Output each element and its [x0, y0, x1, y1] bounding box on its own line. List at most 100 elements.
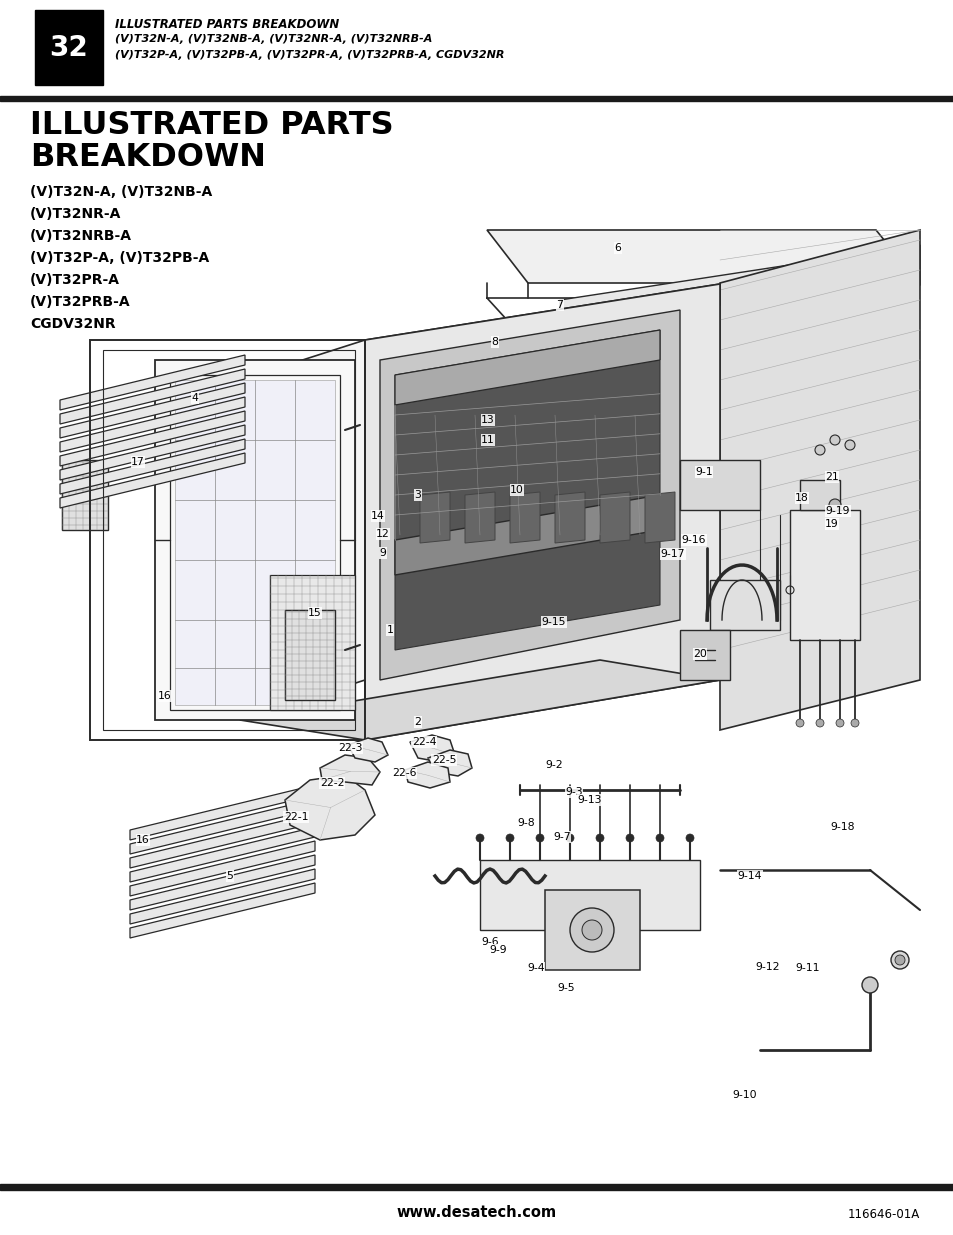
Circle shape [894, 955, 904, 965]
Text: (V)T32N-A, (V)T32NB-A: (V)T32N-A, (V)T32NB-A [30, 185, 212, 199]
Text: 9-11: 9-11 [795, 963, 820, 973]
Text: 13: 13 [480, 415, 495, 425]
Circle shape [505, 834, 514, 842]
Circle shape [565, 834, 574, 842]
Text: 32: 32 [50, 33, 89, 62]
Bar [0, 1184, 953, 1191]
Circle shape [685, 834, 693, 842]
Text: 9-4: 9-4 [527, 963, 544, 973]
Polygon shape [679, 630, 729, 680]
Text: 9: 9 [379, 548, 386, 558]
Polygon shape [62, 459, 108, 530]
Circle shape [625, 834, 634, 842]
Polygon shape [679, 459, 760, 510]
Text: 9-9: 9-9 [489, 945, 506, 955]
Text: 11: 11 [480, 435, 495, 445]
Text: (V)T32PR-A: (V)T32PR-A [30, 273, 120, 287]
Text: 9-1: 9-1 [695, 467, 712, 477]
Polygon shape [486, 230, 918, 283]
Polygon shape [130, 785, 314, 840]
Text: 16: 16 [158, 692, 172, 701]
Polygon shape [60, 354, 245, 410]
Text: 21: 21 [824, 472, 838, 482]
Text: 9-16: 9-16 [681, 535, 705, 545]
Polygon shape [130, 883, 314, 939]
Text: 116646-01A: 116646-01A [847, 1208, 919, 1221]
Text: 7: 7 [556, 300, 563, 310]
Polygon shape [559, 245, 919, 340]
Text: 9-19: 9-19 [825, 506, 849, 516]
Bar [0, 96, 953, 101]
Text: www.desatech.com: www.desatech.com [396, 1205, 557, 1220]
Polygon shape [319, 755, 379, 785]
Polygon shape [405, 762, 450, 788]
Polygon shape [154, 359, 355, 720]
Polygon shape [60, 383, 245, 438]
Text: 9-2: 9-2 [544, 760, 562, 769]
Text: 9-3: 9-3 [564, 787, 582, 797]
Text: ILLUSTRATED PARTS: ILLUSTRATED PARTS [30, 110, 394, 141]
Polygon shape [130, 869, 314, 924]
Circle shape [656, 834, 663, 842]
Polygon shape [60, 453, 245, 508]
Polygon shape [365, 284, 720, 740]
Circle shape [581, 920, 601, 940]
Text: 9-6: 9-6 [480, 937, 498, 947]
Bar [35, 10, 103, 85]
Text: 10: 10 [510, 485, 523, 495]
Text: 9-10: 9-10 [732, 1091, 757, 1100]
Text: 19: 19 [824, 519, 838, 529]
Circle shape [890, 951, 908, 969]
Polygon shape [60, 411, 245, 466]
Text: 22-6: 22-6 [392, 768, 416, 778]
Circle shape [815, 719, 823, 727]
Polygon shape [285, 610, 335, 700]
Text: (V)T32PRB-A: (V)T32PRB-A [30, 295, 131, 309]
Text: 22-4: 22-4 [412, 737, 436, 747]
Text: BREAKDOWN: BREAKDOWN [30, 142, 266, 173]
Text: 22-5: 22-5 [432, 755, 456, 764]
Text: 8: 8 [491, 337, 497, 347]
Circle shape [569, 908, 614, 952]
Text: 9-8: 9-8 [517, 818, 535, 827]
Text: 9-17: 9-17 [660, 550, 684, 559]
Text: 9-13: 9-13 [578, 795, 601, 805]
Text: ILLUSTRATED PARTS BREAKDOWN: ILLUSTRATED PARTS BREAKDOWN [115, 19, 339, 31]
Polygon shape [60, 369, 245, 424]
Circle shape [835, 719, 843, 727]
Polygon shape [479, 860, 700, 930]
Polygon shape [365, 284, 720, 359]
Text: (V)T32NR-A: (V)T32NR-A [30, 207, 121, 221]
Text: 18: 18 [794, 493, 808, 503]
Polygon shape [60, 438, 245, 494]
Circle shape [476, 834, 483, 842]
Circle shape [536, 834, 543, 842]
Polygon shape [644, 492, 675, 543]
Text: (V)T32NRB-A: (V)T32NRB-A [30, 228, 132, 243]
Circle shape [850, 719, 858, 727]
Polygon shape [720, 230, 919, 730]
Text: 1: 1 [386, 625, 393, 635]
Text: 16: 16 [136, 835, 150, 845]
Polygon shape [270, 576, 355, 710]
Polygon shape [130, 813, 314, 868]
Polygon shape [599, 492, 629, 543]
Circle shape [596, 834, 603, 842]
Polygon shape [410, 735, 455, 762]
Text: 9-14: 9-14 [737, 871, 761, 881]
Text: 3: 3 [415, 490, 421, 500]
Circle shape [862, 977, 877, 993]
Polygon shape [285, 776, 375, 840]
Polygon shape [130, 827, 314, 882]
Polygon shape [395, 330, 659, 650]
Text: CGDV32NR: CGDV32NR [30, 317, 115, 331]
Text: 2: 2 [415, 718, 421, 727]
Circle shape [828, 499, 841, 511]
Circle shape [844, 440, 854, 450]
Polygon shape [510, 492, 539, 543]
Text: 15: 15 [308, 608, 321, 618]
Polygon shape [130, 855, 314, 910]
Circle shape [814, 445, 824, 454]
Polygon shape [464, 492, 495, 543]
Text: 9-7: 9-7 [553, 832, 570, 842]
